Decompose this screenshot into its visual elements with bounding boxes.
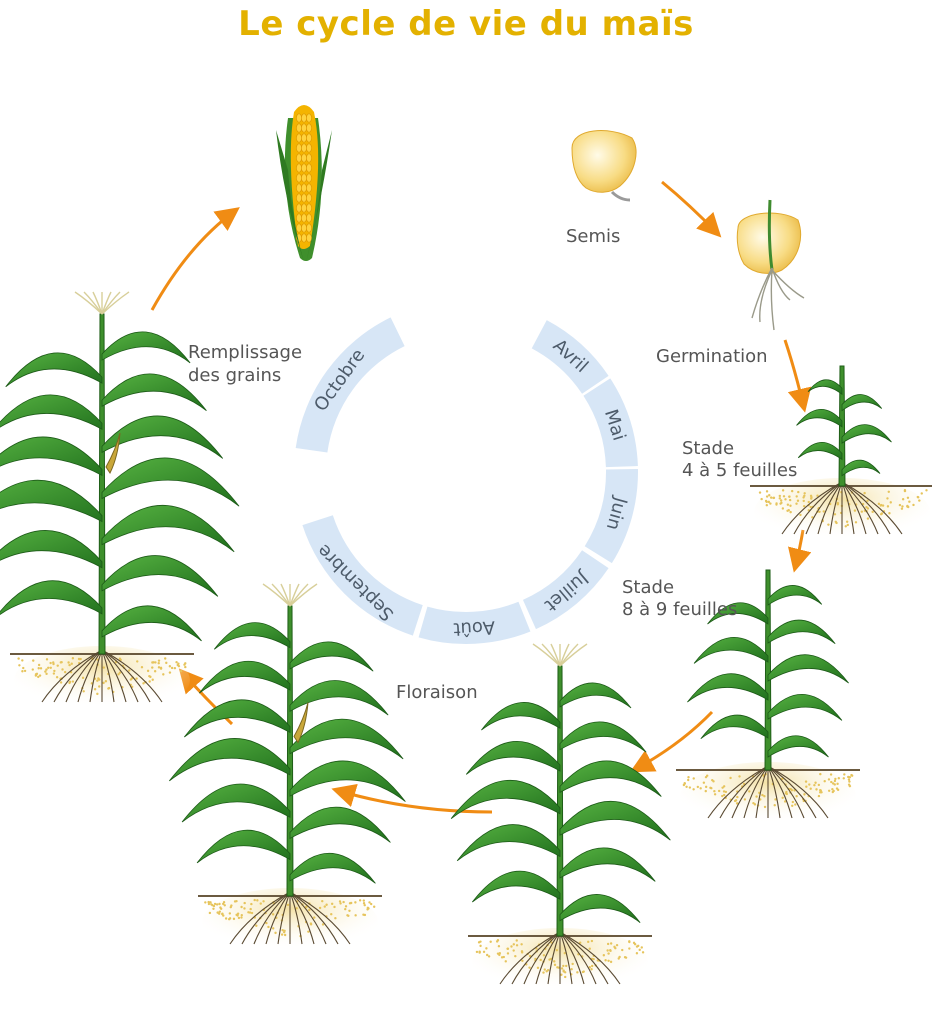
plant-maturite: [0, 291, 240, 714]
month-label-septembre: Septembre: [313, 540, 398, 625]
plant-stade-8-9: [676, 569, 860, 830]
arrow-remplissage-to-harvest: [150, 207, 240, 311]
plant-stade-4-5: [750, 365, 932, 546]
page-title: Le cycle de vie du maïs: [238, 4, 694, 44]
germinating-seed-icon: [736, 199, 805, 331]
arrow-floraison-to-previous: [331, 783, 493, 814]
plant-floraison: [450, 643, 671, 996]
stage-label-stade-8-9-line1: Stade: [622, 577, 675, 598]
month-segment-aout: [418, 601, 531, 644]
month-segment-octobre: [295, 317, 405, 453]
stage-label-germination: Germination: [656, 346, 768, 367]
stage-label-remplissage-line2: des grains: [188, 365, 282, 386]
month-segment-septembre: [302, 515, 423, 636]
month-segment-mai: [583, 378, 638, 468]
month-label-aout: Août: [453, 616, 496, 639]
arrow-semis-to-germination: [661, 180, 722, 238]
plant-remplissage: [169, 583, 406, 956]
month-segment-avril: [531, 320, 609, 394]
arrow-stade-8-9-to-floraison: [629, 710, 714, 773]
month-segment-juin: [584, 468, 638, 564]
arrow-germination-to-stade-4-5: [783, 339, 812, 413]
seed-icon: [571, 130, 637, 202]
corn-plants: [0, 291, 932, 996]
stage-label-floraison: Floraison: [396, 682, 478, 703]
stage-label-semis: Semis: [566, 226, 621, 247]
stage-label-remplissage-line1: Remplissage: [188, 342, 303, 363]
stage-label-stade-4-5-line2: 4 à 5 feuilles: [682, 460, 798, 481]
stage-label-stade-8-9-line2: 8 à 9 feuilles: [622, 599, 738, 620]
corn-cob-icon: [276, 105, 332, 262]
stage-label-stade-4-5-line1: Stade: [682, 438, 735, 459]
month-segment-juillet: [522, 550, 609, 630]
